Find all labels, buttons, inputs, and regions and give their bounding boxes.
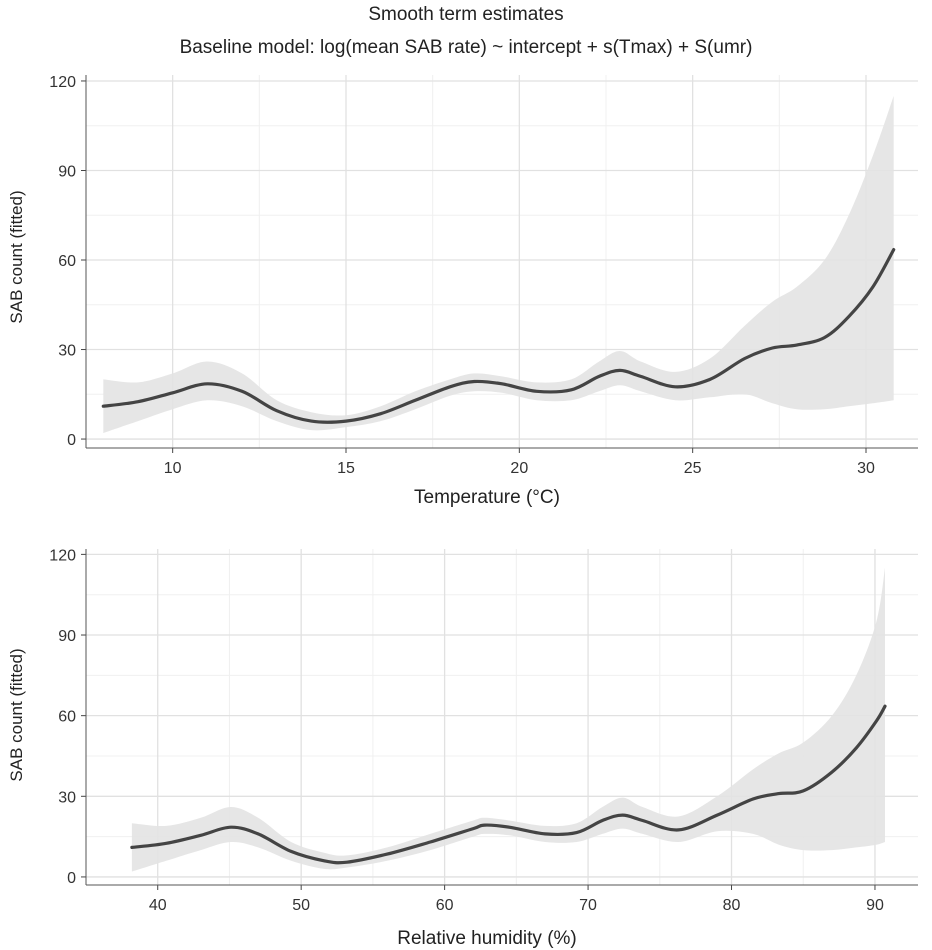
y-tick-label: 30 [58,789,76,806]
chart-subtitle: Baseline model: log(mean SAB rate) ~ int… [179,37,753,58]
fitted-line [130,704,887,865]
y-tick-label: 90 [58,163,76,180]
y-axis-label: SAB count (fitted) [7,190,26,323]
axes: 10 15 20 25 30 0 30 60 90 120 [49,74,918,477]
temperature-panel: 10 15 20 25 30 0 30 60 90 120 Temperature (°C) SA… [7,74,918,508]
fitted-line [101,248,896,424]
confidence-band [103,95,894,434]
x-tick-label: 15 [337,460,355,477]
confidence-band [131,567,885,872]
x-axis-label: Temperature (°C) [414,487,560,508]
x-tick-label: 40 [149,897,167,914]
x-tick-label: 20 [510,460,528,477]
x-tick-label: 30 [857,460,875,477]
y-axis-label: SAB count (fitted) [7,648,26,781]
y-tick-label: 0 [67,432,76,449]
fitted-lines [101,248,896,424]
y-tick-label: 120 [49,547,76,564]
y-tick-label: 120 [49,74,76,91]
x-tick-label: 90 [866,897,884,914]
x-tick-label: 60 [436,897,454,914]
y-tick-label: 90 [58,628,76,645]
confidence-bands [131,567,885,872]
x-axis-label: Relative humidity (%) [397,928,577,949]
x-tick-label: 80 [723,897,741,914]
fitted-lines [130,704,887,865]
y-tick-label: 0 [67,870,76,887]
chart-title: Smooth term estimates [368,4,564,25]
x-tick-label: 50 [292,897,310,914]
y-tick-label: 30 [58,343,76,360]
confidence-bands [103,95,894,434]
axes: 40 50 60 70 80 90 0 30 60 90 120 [49,547,918,914]
x-tick-label: 25 [684,460,702,477]
x-tick-label: 70 [579,897,597,914]
y-tick-label: 60 [58,253,76,270]
humidity-panel: 40 50 60 70 80 90 0 30 60 90 120 Relative humidity… [7,547,918,949]
x-tick-label: 10 [164,460,182,477]
y-tick-label: 60 [58,709,76,726]
